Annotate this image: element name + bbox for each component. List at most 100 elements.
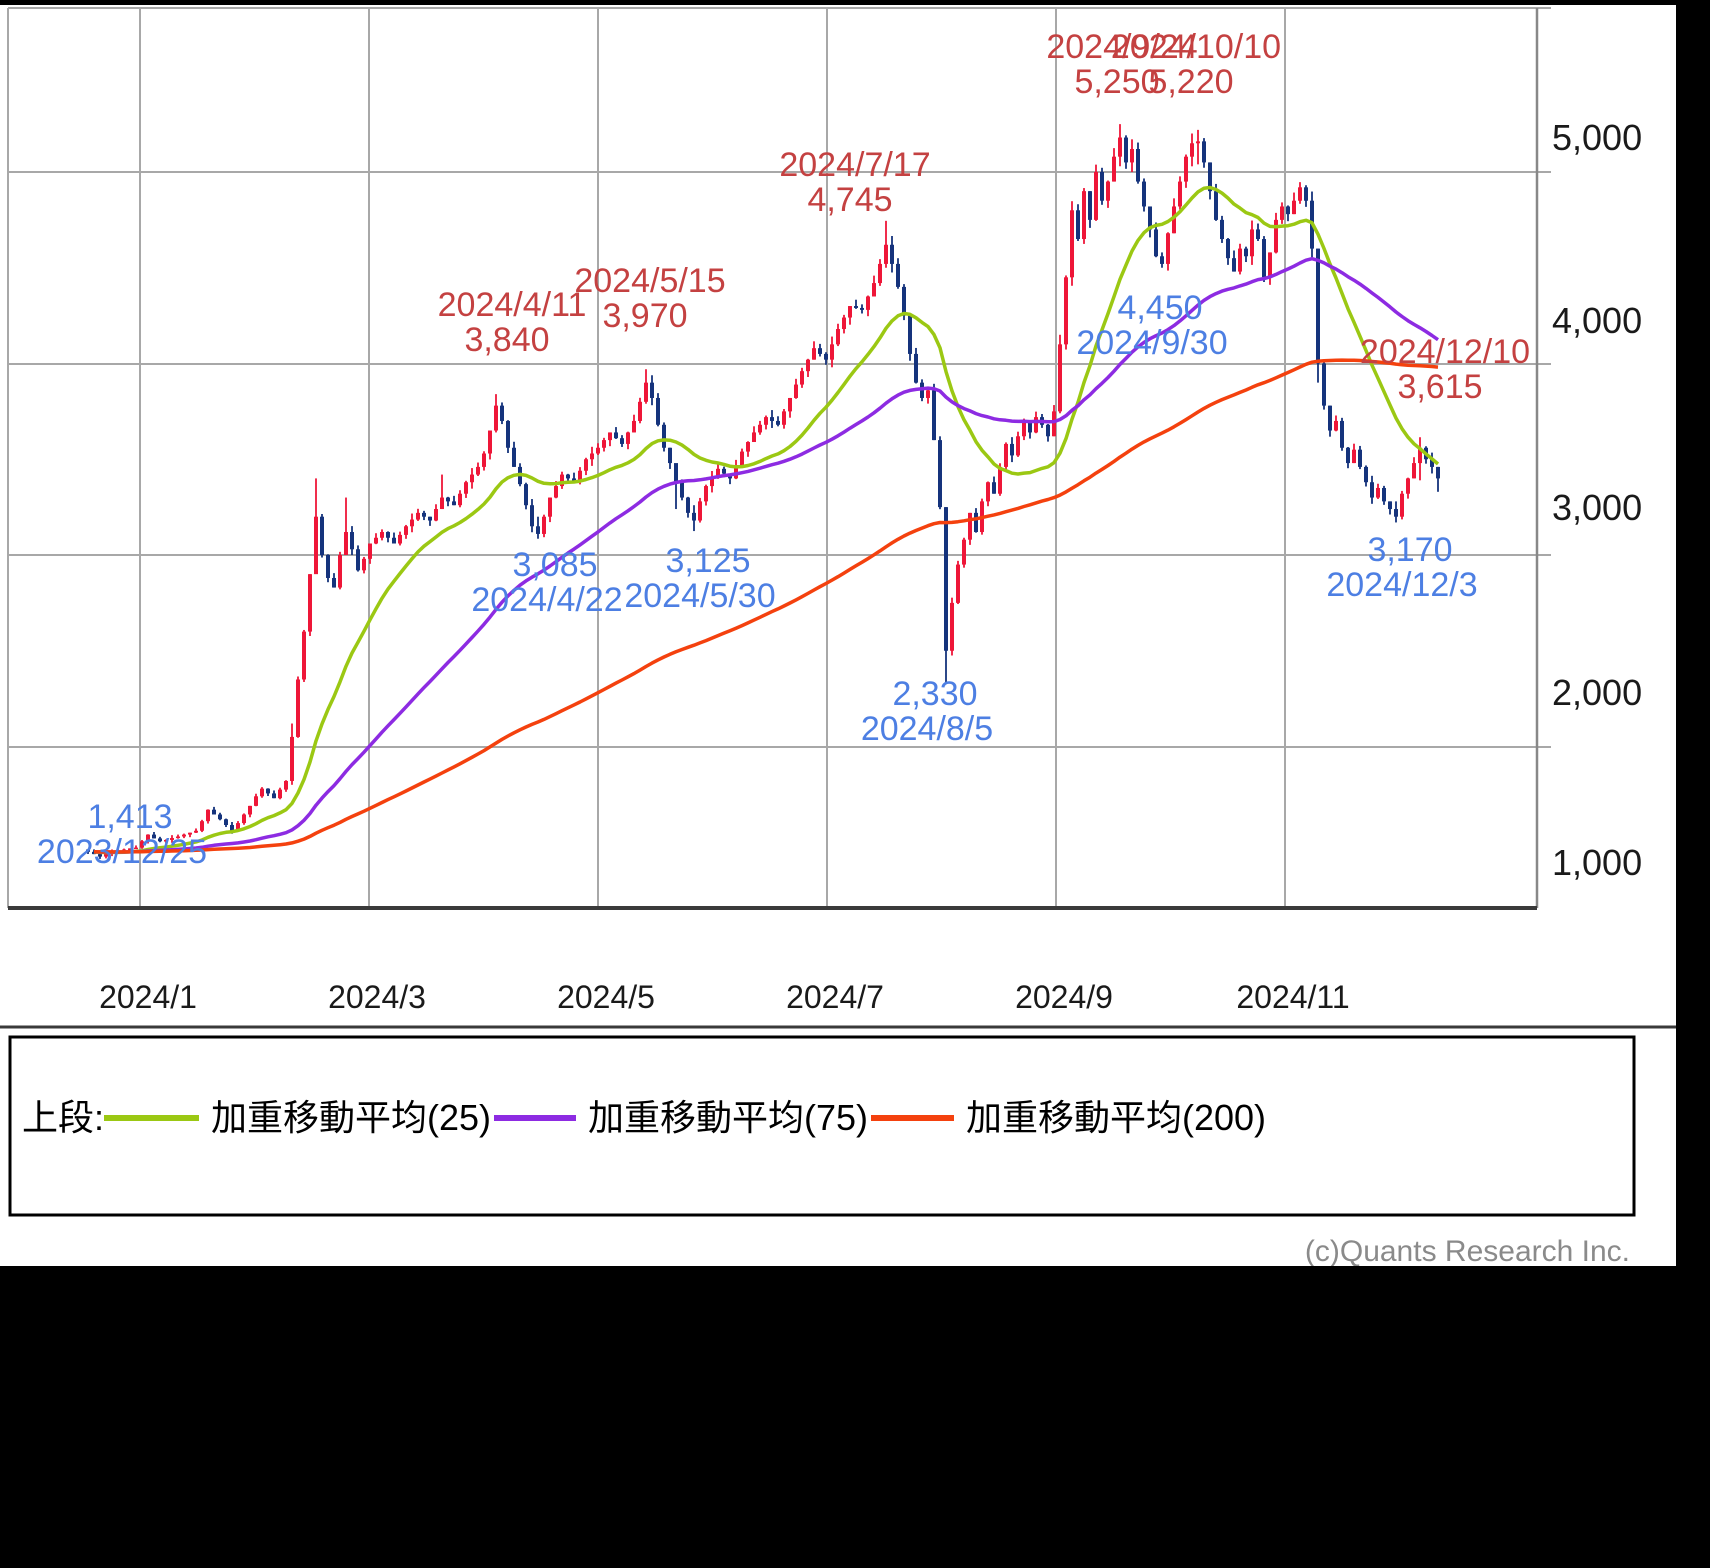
candle-body [404, 526, 408, 535]
candle-body [356, 549, 360, 571]
candle-body [686, 497, 690, 513]
candle-body [860, 307, 864, 310]
candle-body [1100, 172, 1104, 201]
candle-body [1214, 191, 1218, 220]
candle-body [1394, 509, 1398, 517]
candle-body [908, 315, 912, 354]
high-annotation-date: 2024/4/11 [438, 286, 587, 324]
candle-body [542, 516, 546, 534]
candle-body [902, 286, 906, 316]
candle-body [284, 780, 288, 790]
candle-body [590, 453, 594, 460]
candle-body [146, 834, 150, 842]
copyright-text: (c)Quants Research Inc. [1305, 1235, 1630, 1266]
candle-body [632, 420, 636, 433]
candle-body [1322, 363, 1326, 406]
y-tick-label: 5,000 [1552, 117, 1642, 158]
candle-body [1154, 229, 1158, 257]
candle-body [164, 839, 168, 842]
candle-body [140, 841, 144, 848]
candle-body [272, 793, 276, 799]
candle-body [1028, 420, 1032, 433]
candle-body [308, 574, 312, 632]
candle-body [1244, 248, 1248, 257]
candle-body [704, 486, 708, 502]
candle-body [1166, 233, 1170, 264]
candle-body [1430, 459, 1434, 467]
candle-body [1268, 252, 1272, 278]
candle-body [1328, 405, 1332, 431]
candle-body [848, 306, 852, 318]
candle-body [710, 477, 714, 487]
candle-body [236, 823, 240, 831]
candle-body [242, 814, 246, 824]
candle-body [554, 486, 558, 498]
wma-25-line [93, 185, 1440, 855]
candle-body [500, 405, 504, 421]
low-annotation-price: 3,170 [1367, 531, 1452, 569]
candle-body [1202, 141, 1206, 163]
candle-body [176, 836, 180, 839]
candle-body [512, 447, 516, 467]
candle-body [998, 466, 1002, 494]
candle-body [1388, 501, 1392, 510]
candle-body [770, 417, 774, 421]
candle-body [596, 447, 600, 454]
low-annotation-price: 2,330 [892, 675, 977, 713]
candle-body [260, 788, 264, 797]
candle-body [452, 501, 456, 506]
low-annotation-price: 3,085 [512, 546, 597, 584]
candle-body [362, 558, 366, 571]
candle-body [1370, 482, 1374, 498]
candle-body [1256, 229, 1260, 240]
candle-body [674, 463, 678, 483]
candle-body [968, 512, 972, 540]
candle-body [1238, 248, 1242, 272]
candle-body [230, 825, 234, 831]
candle-body [1346, 447, 1350, 464]
candle-body [506, 420, 510, 448]
candle-body [128, 848, 132, 850]
candle-body [716, 468, 720, 478]
candle-body [350, 532, 354, 550]
candle-body [458, 493, 462, 506]
y-tick-label: 4,000 [1552, 300, 1642, 341]
low-annotation-price: 1,413 [87, 798, 172, 836]
candle-body [1226, 239, 1230, 259]
candle-body [1190, 143, 1194, 157]
high-annotation-price: 4,745 [807, 181, 892, 219]
candle-body [536, 526, 540, 534]
candle-body [98, 854, 102, 857]
candle-body [836, 329, 840, 345]
candle-body [806, 359, 810, 372]
candle-body [104, 853, 108, 857]
candle-body [1160, 256, 1164, 264]
candles-layer [86, 124, 1440, 859]
candle-body [1298, 187, 1302, 201]
candle-body [1004, 443, 1008, 467]
candle-body [374, 537, 378, 544]
candle-body [416, 512, 420, 520]
grid-layer [0, 7, 1676, 1029]
chart-paper: 2024/1 2024/3 2024/5 2024/7 2024/9 2024/11 5,0… [0, 5, 1676, 1268]
low-annotation-date: 2024/8/5 [861, 710, 993, 748]
candle-body [746, 442, 750, 452]
high-annotation-date: 2024/5/15 [574, 262, 725, 300]
candle-body [1094, 172, 1098, 220]
candle-body [380, 532, 384, 538]
candle-body [1304, 187, 1308, 201]
candle-body [566, 474, 570, 479]
candle-body [1436, 466, 1440, 479]
candlestick-chart: 2024/1 2024/3 2024/5 2024/7 2024/9 2024/11 5,0… [0, 5, 1676, 1268]
candle-body [434, 509, 438, 521]
candle-body [248, 805, 252, 815]
candle-body [1316, 248, 1320, 364]
candle-body [1400, 493, 1404, 517]
candle-body [1070, 210, 1074, 278]
high-annotation-date: 2024/10/10 [1111, 28, 1281, 66]
high-annotation-price: 3,615 [1397, 368, 1482, 406]
candle-body [866, 296, 870, 310]
candle-body [740, 451, 744, 465]
candle-body [614, 432, 618, 439]
candle-body [698, 501, 702, 521]
